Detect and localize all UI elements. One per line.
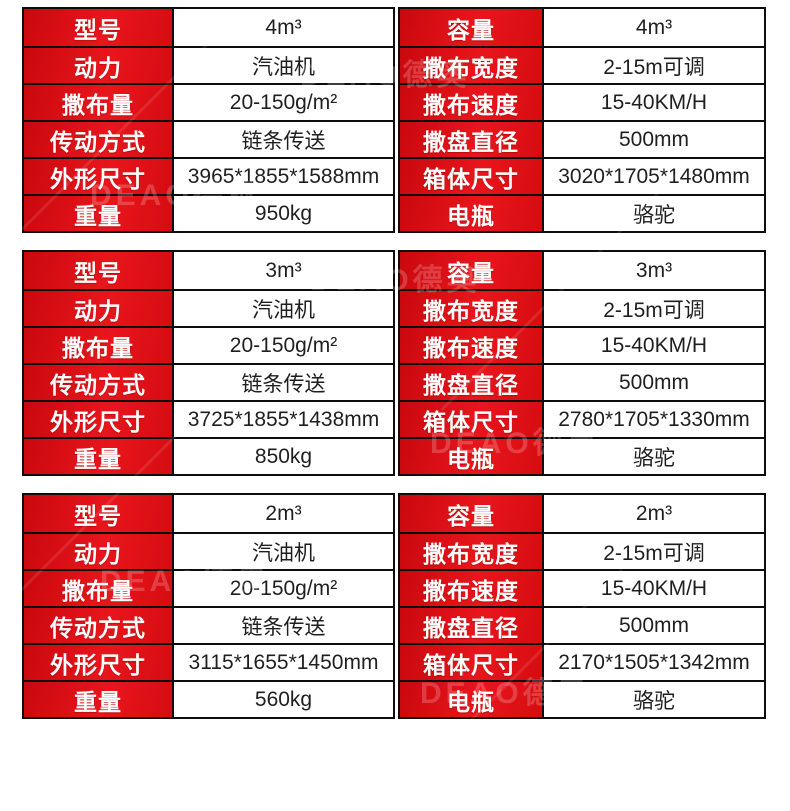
spec-value: 560kg <box>172 680 393 717</box>
spec-label: 电瓶 <box>400 194 542 231</box>
spec-label: 撒布量 <box>24 569 172 606</box>
spec-value: 3115*1655*1450mm <box>172 643 393 680</box>
spec-label: 型号 <box>24 9 172 46</box>
spec-label: 箱体尺寸 <box>400 643 542 680</box>
spec-sheet: 型号 4m³ 动力 汽油机 撒布量 20-150g/m² 传动方式 链条传送 外… <box>22 7 766 719</box>
spec-table-4m3: 型号 4m³ 动力 汽油机 撒布量 20-150g/m² 传动方式 链条传送 外… <box>22 7 766 233</box>
spec-label: 重量 <box>24 680 172 717</box>
spec-value: 2-15m可调 <box>542 46 764 83</box>
spec-value: 2170*1505*1342mm <box>542 643 764 680</box>
spec-subtable-right: 容量 4m³ 撒布宽度 2-15m可调 撒布速度 15-40KM/H 撒盘直径 … <box>398 7 766 233</box>
spec-label: 撒布量 <box>24 83 172 120</box>
spec-value: 4m³ <box>542 9 764 46</box>
spec-label: 动力 <box>24 289 172 326</box>
spec-label: 撒布速度 <box>400 326 542 363</box>
spec-value: 3m³ <box>542 252 764 289</box>
spec-value: 20-150g/m² <box>172 569 393 606</box>
spec-label: 撒盘直径 <box>400 363 542 400</box>
spec-value: 骆驼 <box>542 437 764 474</box>
spec-value: 3725*1855*1438mm <box>172 400 393 437</box>
spec-value: 2780*1705*1330mm <box>542 400 764 437</box>
spec-value: 2-15m可调 <box>542 532 764 569</box>
spec-label: 动力 <box>24 532 172 569</box>
spec-subtable-left: 型号 4m³ 动力 汽油机 撒布量 20-150g/m² 传动方式 链条传送 外… <box>22 7 395 233</box>
spec-value: 链条传送 <box>172 363 393 400</box>
spec-value: 骆驼 <box>542 680 764 717</box>
spec-label: 撒布宽度 <box>400 532 542 569</box>
spec-label: 传动方式 <box>24 120 172 157</box>
spec-value: 3020*1705*1480mm <box>542 157 764 194</box>
spec-label: 撒盘直径 <box>400 120 542 157</box>
spec-label: 容量 <box>400 9 542 46</box>
spec-label: 撒布宽度 <box>400 289 542 326</box>
spec-value: 链条传送 <box>172 606 393 643</box>
spec-label: 重量 <box>24 437 172 474</box>
spec-label: 箱体尺寸 <box>400 157 542 194</box>
spec-label: 外形尺寸 <box>24 643 172 680</box>
spec-value: 汽油机 <box>172 289 393 326</box>
spec-label: 动力 <box>24 46 172 83</box>
spec-value: 2m³ <box>172 495 393 532</box>
spec-value: 汽油机 <box>172 46 393 83</box>
spec-value: 500mm <box>542 363 764 400</box>
spec-value: 850kg <box>172 437 393 474</box>
spec-value: 4m³ <box>172 9 393 46</box>
spec-value: 汽油机 <box>172 532 393 569</box>
spec-value: 3m³ <box>172 252 393 289</box>
spec-label: 电瓶 <box>400 437 542 474</box>
spec-label: 撒布宽度 <box>400 46 542 83</box>
spec-table-2m3: 型号 2m³ 动力 汽油机 撒布量 20-150g/m² 传动方式 链条传送 外… <box>22 493 766 719</box>
spec-label: 撒布量 <box>24 326 172 363</box>
spec-value: 2m³ <box>542 495 764 532</box>
spec-value: 20-150g/m² <box>172 326 393 363</box>
spec-label: 型号 <box>24 495 172 532</box>
spec-value: 链条传送 <box>172 120 393 157</box>
spec-value: 500mm <box>542 606 764 643</box>
spec-label: 容量 <box>400 252 542 289</box>
spec-label: 传动方式 <box>24 363 172 400</box>
spec-value: 950kg <box>172 194 393 231</box>
spec-label: 电瓶 <box>400 680 542 717</box>
spec-label: 撒布速度 <box>400 83 542 120</box>
spec-subtable-left: 型号 2m³ 动力 汽油机 撒布量 20-150g/m² 传动方式 链条传送 外… <box>22 493 395 719</box>
spec-value: 15-40KM/H <box>542 326 764 363</box>
spec-value: 2-15m可调 <box>542 289 764 326</box>
spec-subtable-right: 容量 2m³ 撒布宽度 2-15m可调 撒布速度 15-40KM/H 撒盘直径 … <box>398 493 766 719</box>
spec-value: 500mm <box>542 120 764 157</box>
spec-value: 15-40KM/H <box>542 569 764 606</box>
spec-subtable-left: 型号 3m³ 动力 汽油机 撒布量 20-150g/m² 传动方式 链条传送 外… <box>22 250 395 476</box>
spec-label: 容量 <box>400 495 542 532</box>
spec-label: 型号 <box>24 252 172 289</box>
spec-label: 传动方式 <box>24 606 172 643</box>
spec-label: 撒盘直径 <box>400 606 542 643</box>
spec-label: 外形尺寸 <box>24 400 172 437</box>
spec-label: 重量 <box>24 194 172 231</box>
spec-label: 撒布速度 <box>400 569 542 606</box>
spec-label: 箱体尺寸 <box>400 400 542 437</box>
spec-label: 外形尺寸 <box>24 157 172 194</box>
spec-table-3m3: 型号 3m³ 动力 汽油机 撒布量 20-150g/m² 传动方式 链条传送 外… <box>22 250 766 476</box>
spec-value: 骆驼 <box>542 194 764 231</box>
spec-value: 20-150g/m² <box>172 83 393 120</box>
spec-value: 15-40KM/H <box>542 83 764 120</box>
spec-value: 3965*1855*1588mm <box>172 157 393 194</box>
spec-subtable-right: 容量 3m³ 撒布宽度 2-15m可调 撒布速度 15-40KM/H 撒盘直径 … <box>398 250 766 476</box>
